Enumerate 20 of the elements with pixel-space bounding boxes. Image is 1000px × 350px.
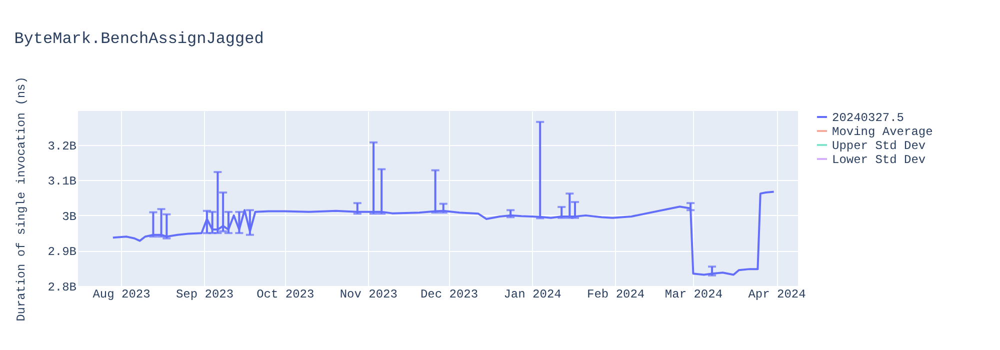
y-tick-label: 3.1B [48, 174, 76, 189]
x-tick-label: Apr 2024 [748, 288, 806, 302]
chart-title: ByteMark.BenchAssignJagged [14, 30, 264, 48]
x-tick-label: Oct 2023 [256, 288, 314, 302]
x-tick-label: Jan 2024 [504, 288, 562, 302]
y-tick-label: 3.2B [48, 139, 76, 154]
x-tick-label: Sep 2023 [176, 288, 234, 302]
x-tick-label: Aug 2023 [92, 288, 150, 302]
x-tick-label: Nov 2023 [340, 288, 398, 302]
legend-label: Upper Std Dev [832, 139, 926, 153]
y-axis-title: Duration of single invocation (ns) [14, 76, 29, 322]
y-tick-label: 2.9B [48, 245, 76, 260]
y-tick-label: 2.8B [48, 280, 76, 294]
legend-label: 20240327.5 [832, 111, 904, 125]
x-tick-label: Dec 2023 [420, 288, 478, 302]
legend-label: Lower Std Dev [832, 153, 926, 167]
x-tick-label: Feb 2024 [587, 288, 645, 302]
y-tick-label: 3B [62, 210, 76, 224]
x-tick-label: Mar 2024 [664, 288, 723, 302]
legend-label: Moving Average [832, 125, 933, 139]
